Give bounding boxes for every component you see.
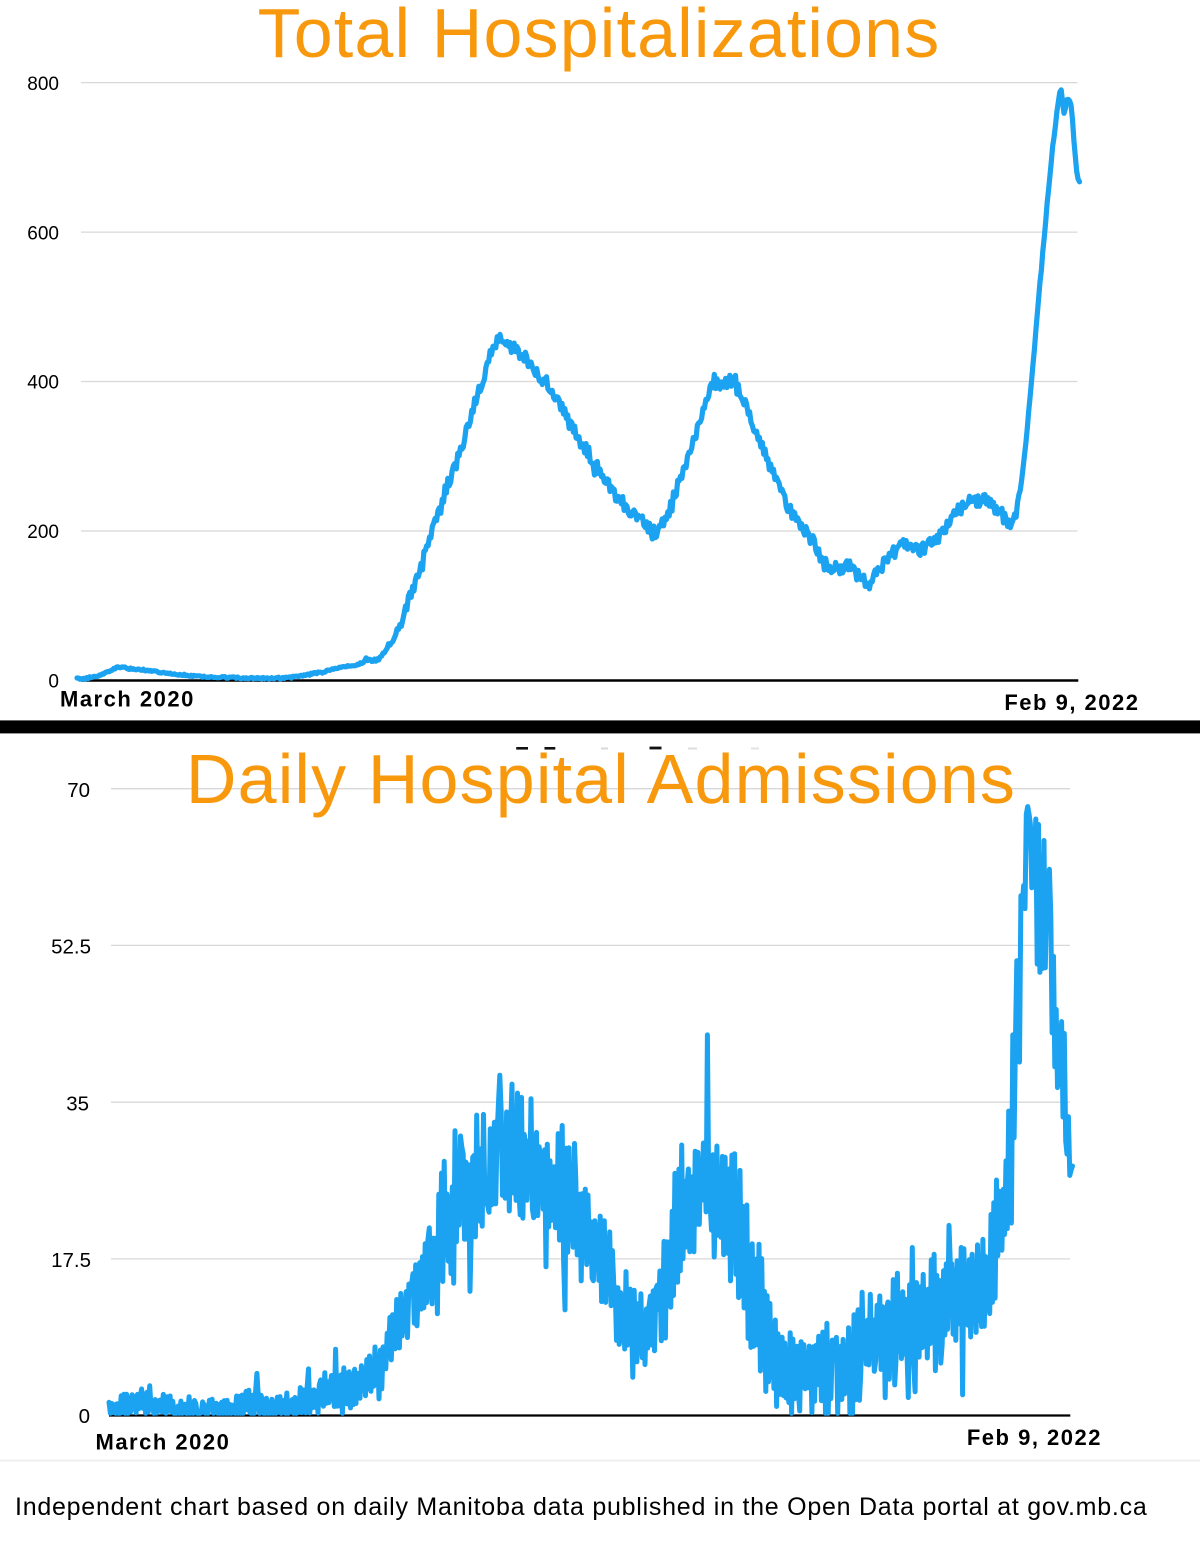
svg-text:Daily Hospital Admissions: Daily Hospital Admissions xyxy=(186,740,1016,818)
svg-text:35: 35 xyxy=(66,1092,89,1115)
svg-text:Total Hospitalizations: Total Hospitalizations xyxy=(258,0,941,72)
svg-text:17.5: 17.5 xyxy=(51,1249,91,1272)
svg-text:70: 70 xyxy=(67,779,90,802)
svg-text:0: 0 xyxy=(48,672,59,693)
svg-text:200: 200 xyxy=(27,522,59,543)
svg-text:52.5: 52.5 xyxy=(51,936,91,959)
svg-text:800: 800 xyxy=(27,74,59,95)
svg-text:0: 0 xyxy=(79,1405,90,1428)
svg-text:Feb 9, 2022: Feb 9, 2022 xyxy=(1004,690,1139,715)
svg-text:Independent chart based on dai: Independent chart based on daily Manitob… xyxy=(15,1493,1148,1521)
svg-text:March 2020: March 2020 xyxy=(60,687,195,712)
svg-text:400: 400 xyxy=(27,373,59,394)
svg-text:600: 600 xyxy=(27,223,59,244)
svg-text:Feb 9, 2022: Feb 9, 2022 xyxy=(967,1425,1102,1450)
svg-text:March 2020: March 2020 xyxy=(96,1429,231,1454)
